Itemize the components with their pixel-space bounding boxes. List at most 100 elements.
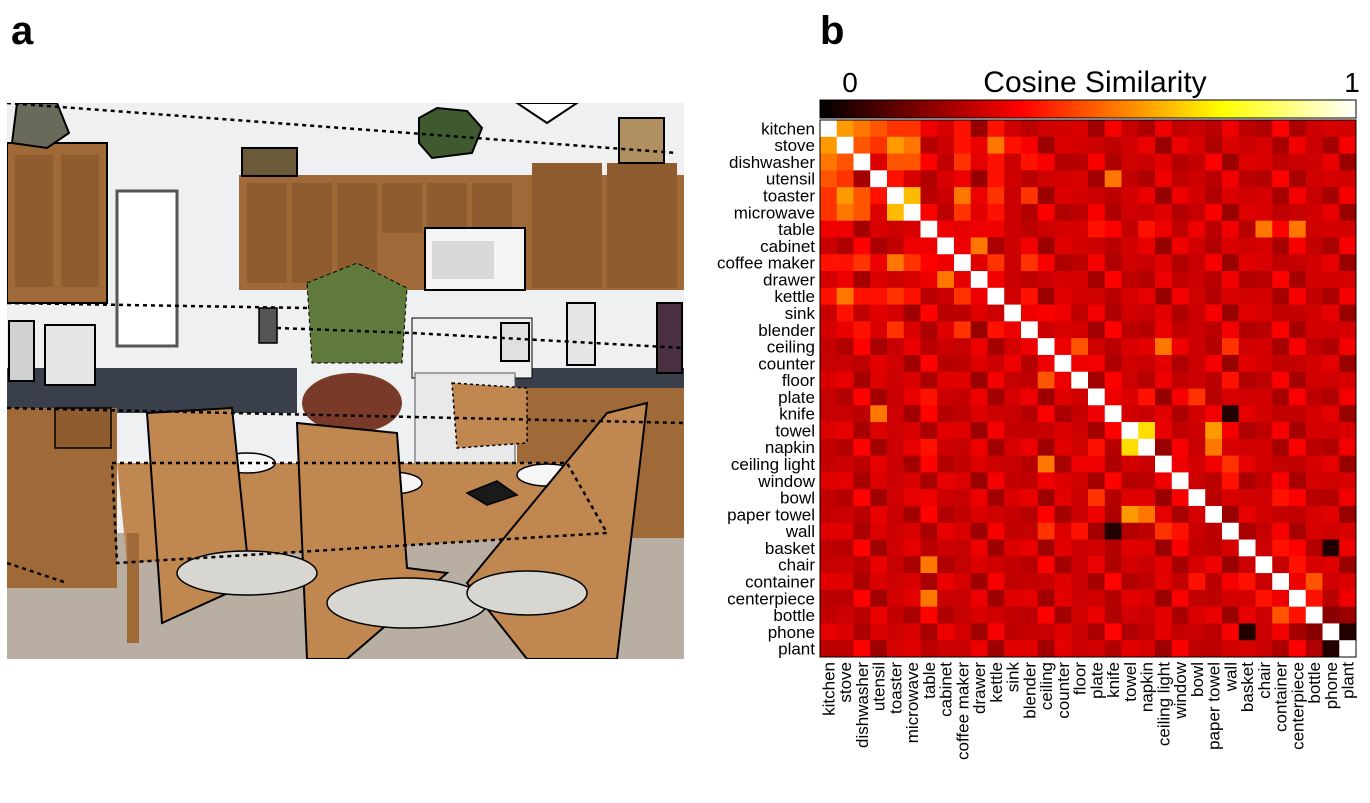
heatmap-cell [1289,640,1307,658]
heatmap-cell [1104,153,1122,171]
heatmap-cell [970,220,988,238]
heatmap-cell [1054,170,1072,188]
heatmap-cell [1037,321,1055,339]
heatmap-cell [970,623,988,641]
heatmap-cell [1322,237,1340,255]
heatmap-cell [1339,405,1357,423]
heatmap-cell [1305,589,1323,608]
heatmap-cell [1004,455,1022,473]
heatmap-cell [1205,489,1223,507]
heatmap-cell [1322,187,1340,205]
heatmap-cell [1322,220,1340,238]
heatmap-cell [1322,271,1340,289]
heatmap-cell [1255,371,1273,389]
heatmap-cell [954,556,972,574]
heatmap-cell [903,170,921,188]
heatmap-cell [1238,556,1256,574]
heatmap-cell [887,136,905,154]
heatmap-cell [1071,589,1089,608]
heatmap-cell [903,573,921,591]
heatmap-cell [836,438,854,457]
row-label: dishwasher [729,153,815,172]
heatmap-cell [1255,438,1273,457]
heatmap-cell [870,472,888,490]
heatmap-cell [970,254,988,272]
heatmap-cell [1104,589,1122,608]
heatmap-cell [903,371,921,389]
heatmap-cell [987,422,1005,440]
heatmap-cell [1004,220,1022,238]
heatmap-cell [853,405,871,423]
heatmap-cell [1272,237,1290,255]
heatmap-cell [954,623,972,641]
heatmap-cell [1289,489,1307,507]
heatmap-cell [1004,338,1022,356]
heatmap-cell [1138,522,1156,540]
heatmap-cell [1071,136,1089,154]
heatmap-cell [1305,422,1323,440]
heatmap-cell [920,489,938,507]
heatmap-cell [1054,354,1072,373]
heatmap-cell [1171,422,1189,440]
heatmap-cell [954,371,972,389]
heatmap-cell [1021,371,1039,389]
heatmap-cell [1004,371,1022,389]
heatmap-cell [1222,321,1240,339]
heatmap-cell [1238,623,1256,641]
heatmap-cell [1255,422,1273,440]
heatmap-cell [1054,187,1072,205]
heatmap-cell [1205,405,1223,423]
heatmap-cell [954,539,972,557]
heatmap-cell [1104,472,1122,490]
heatmap-cell [1188,254,1206,272]
heatmap-cell [836,455,854,473]
heatmap-cell [1255,354,1273,373]
heatmap-cell [937,489,955,507]
row-label: sink [785,304,816,323]
heatmap-cell [903,254,921,272]
row-label: kitchen [761,119,815,138]
heatmap-cell [1071,573,1089,591]
heatmap-cell [987,237,1005,255]
heatmap-cell [1037,489,1055,507]
column-label: napkin [1138,662,1157,712]
heatmap-cell [903,539,921,557]
heatmap-cell [1238,237,1256,255]
heatmap-cell [1171,539,1189,557]
heatmap-cell [1339,455,1357,473]
heatmap-cell [1054,304,1072,322]
heatmap-cell [1238,354,1256,373]
heatmap-cell [1222,640,1240,658]
heatmap-cell [1322,472,1340,490]
heatmap-cell [1188,539,1206,557]
heatmap-cell [1104,405,1122,423]
heatmap-cell [820,237,838,255]
heatmap-cell [853,220,871,238]
heatmap-cell [1171,472,1189,490]
heatmap-cell [987,539,1005,557]
heatmap-cell [1138,505,1156,524]
heatmap-cell [1289,623,1307,641]
heatmap-cell [1004,170,1022,188]
heatmap-cell [1155,220,1173,238]
heatmap-cell [1021,220,1039,238]
heatmap-cell [1138,220,1156,238]
heatmap-cell [1339,556,1357,574]
heatmap-cell [1255,321,1273,339]
heatmap-cell [1238,271,1256,289]
heatmap-cell [1088,539,1106,557]
heatmap-cell [1037,120,1055,138]
heatmap-cell [887,388,905,406]
heatmap-cell [836,153,854,171]
heatmap-cell [1272,304,1290,322]
heatmap-cell [820,170,838,188]
heatmap-cell [920,237,938,255]
heatmap-cell [1255,237,1273,255]
heatmap-cell [1104,203,1122,222]
heatmap-cell [1088,338,1106,356]
heatmap-cell [1121,505,1139,524]
heatmap-cell [1104,606,1122,624]
column-label: ceiling light [1154,662,1173,746]
column-label: bowl [1188,662,1207,697]
heatmap-cell [1305,170,1323,188]
